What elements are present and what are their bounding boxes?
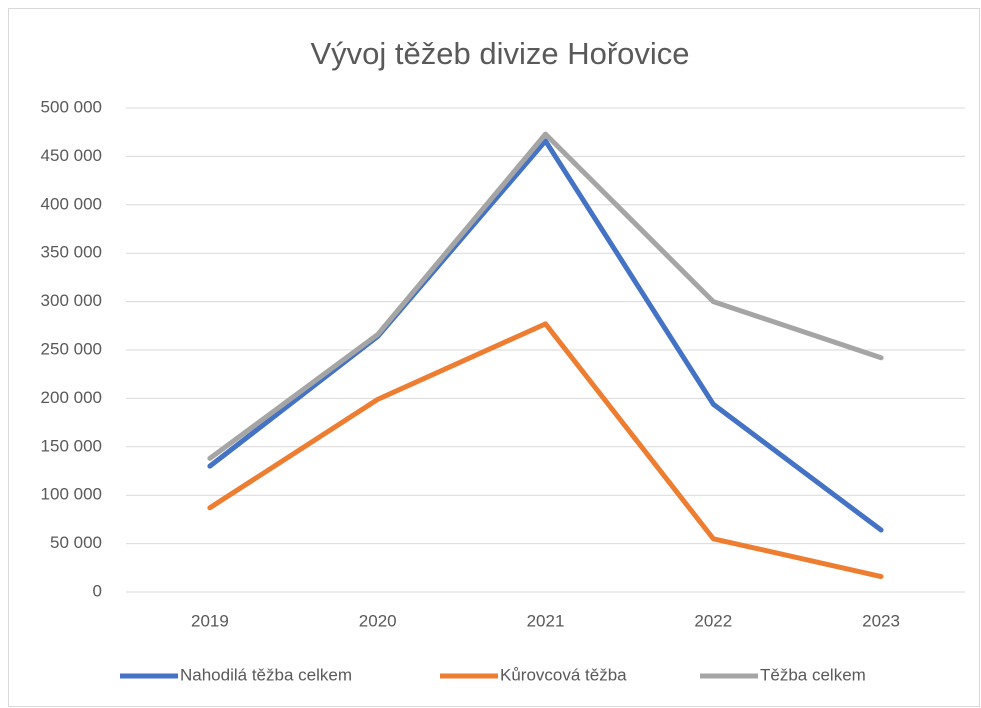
y-tick-label: 250 000 [41, 339, 102, 358]
x-tick-label: 2019 [191, 611, 229, 630]
x-tick-label: 2021 [527, 611, 565, 630]
x-tick-label: 2023 [862, 611, 900, 630]
y-tick-label: 0 [93, 581, 102, 600]
legend-label: Nahodilá těžba celkem [180, 665, 352, 684]
series-line [207, 131, 884, 461]
x-tick-label: 2022 [694, 611, 732, 630]
y-tick-label: 300 000 [41, 291, 102, 310]
y-tick-label: 150 000 [41, 436, 102, 455]
legend-label: Kůrovcová těžba [500, 665, 627, 684]
series-line [207, 321, 884, 580]
y-tick-label: 50 000 [50, 533, 102, 552]
y-tick-label: 100 000 [41, 485, 102, 504]
chart-border [8, 8, 980, 707]
y-tick-label: 450 000 [41, 146, 102, 165]
y-tick-label: 400 000 [41, 194, 102, 213]
series-line [207, 138, 884, 533]
legend-label: Těžba celkem [760, 665, 866, 684]
y-tick-label: 350 000 [41, 243, 102, 262]
chart-title: Vývoj těžeb divize Hořovice [310, 36, 689, 71]
y-tick-label: 500 000 [41, 97, 102, 116]
x-tick-label: 2020 [359, 611, 397, 630]
y-tick-label: 200 000 [41, 388, 102, 407]
